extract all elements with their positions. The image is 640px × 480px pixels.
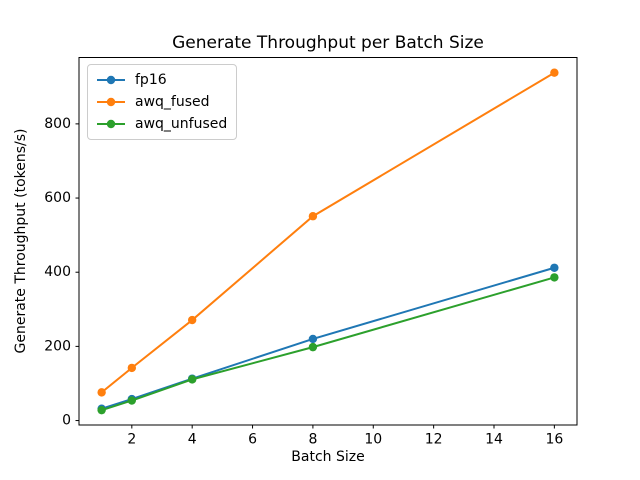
legend-entry-awq_fused: awq_fused: [96, 91, 227, 113]
data-point-awq_unfused: [308, 342, 318, 352]
series-line-awq_unfused: [101, 276, 555, 412]
chart-title: Generate Throughput per Batch Size: [172, 33, 484, 53]
x-tick-label: 16: [545, 432, 563, 448]
legend-label: awq_fused: [135, 94, 210, 110]
data-point-awq_fused: [97, 388, 106, 397]
data-point-awq_fused: [187, 315, 197, 325]
legend-label: fp16: [135, 72, 167, 88]
y-tick-label: 400: [44, 264, 71, 280]
legend: fp16 awq_fused awq_unfused: [87, 64, 238, 140]
axes-spines: [78, 57, 578, 426]
y-tick-label: 800: [44, 116, 71, 132]
data-point-awq_unfused: [187, 375, 197, 384]
x-tick-label: 10: [364, 432, 382, 448]
x-axis-label: Batch Size: [291, 449, 365, 465]
y-tick-label: 0: [62, 413, 71, 429]
data-point-awq_unfused: [97, 405, 106, 415]
x-tick-label: 2: [127, 432, 136, 448]
x-tick-label: 14: [485, 432, 503, 448]
legend-line-sample: [97, 119, 125, 129]
data-point-awq_fused: [308, 212, 318, 221]
legend-entry-fp16: fp16: [96, 69, 227, 91]
data-point-awq_unfused: [127, 396, 137, 405]
data-point-awq_fused: [550, 68, 559, 77]
x-tick-label: 8: [308, 432, 317, 448]
x-tick-label: 4: [188, 432, 197, 448]
data-point-fp16: [550, 263, 559, 272]
data-point-fp16: [308, 334, 318, 344]
y-tick-label: 600: [44, 190, 71, 206]
y-tick-label: 200: [44, 338, 71, 354]
legend-label: awq_unfused: [135, 116, 228, 132]
data-point-awq_fused: [127, 363, 137, 373]
data-point-awq_unfused: [550, 273, 559, 282]
legend-line-sample: [97, 97, 125, 107]
legend-line-sample: [97, 75, 125, 85]
legend-entry-awq_unfused: awq_unfused: [96, 113, 227, 135]
x-tick-label: 6: [248, 432, 257, 448]
x-tick-label: 12: [425, 432, 443, 448]
